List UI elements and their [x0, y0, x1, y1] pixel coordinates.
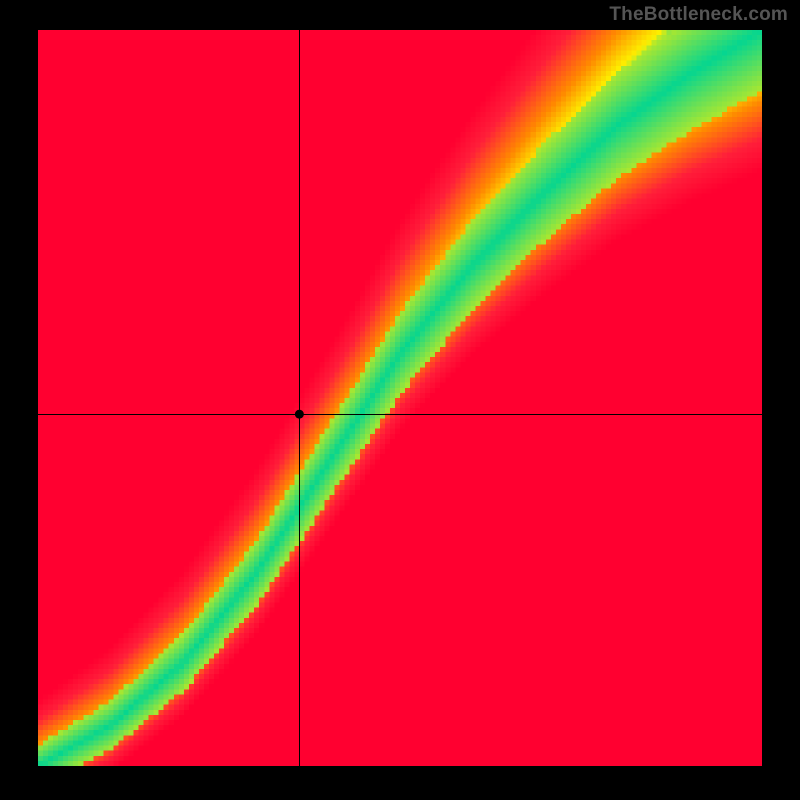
marker-canvas [38, 30, 762, 766]
watermark-text: TheBottleneck.com [609, 4, 788, 26]
plot-area [38, 30, 762, 766]
chart-container: TheBottleneck.com [0, 0, 800, 800]
